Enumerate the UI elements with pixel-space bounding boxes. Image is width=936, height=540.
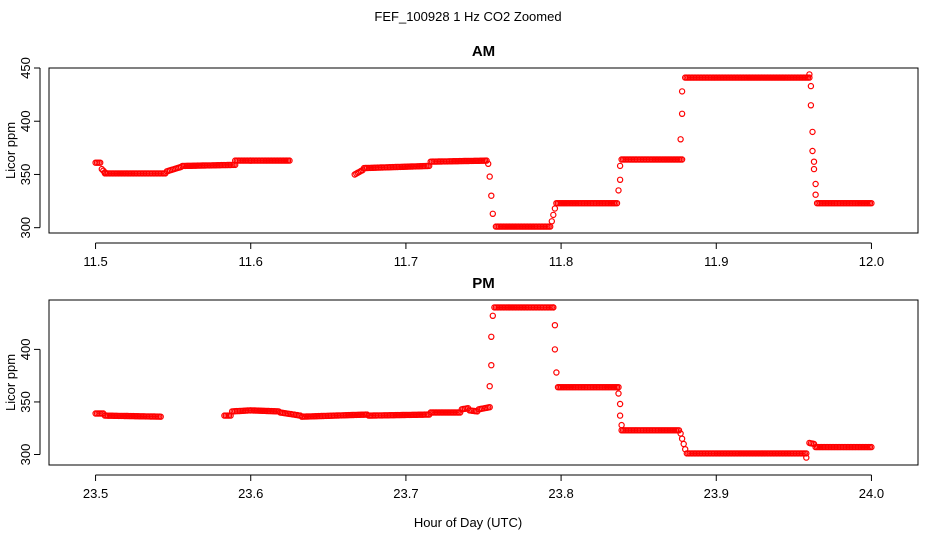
am-data-point	[809, 128, 816, 136]
pm-data-point	[678, 435, 686, 442]
pm-data-point	[616, 412, 624, 419]
am-y-axis-label: Licor ppm	[3, 122, 18, 179]
am-data-series	[92, 71, 875, 230]
am-data-point	[489, 210, 496, 217]
pm-panel-title: PM	[472, 275, 495, 292]
pm-data-point	[550, 304, 557, 311]
am-y-tick-label: 400	[18, 110, 33, 132]
pm-data-point	[551, 322, 559, 329]
pm-data-point	[868, 443, 875, 451]
figure-title: FEF_100928 1 Hz CO2 Zoomed	[374, 9, 562, 24]
pm-data-point	[615, 383, 622, 391]
pm-data-point	[486, 382, 493, 390]
pm-data-point	[682, 445, 689, 453]
am-data-point	[96, 159, 104, 166]
am-data-point	[807, 82, 815, 90]
x-axis-label: Hour of Day (UTC)	[413, 515, 523, 530]
am-data-point	[678, 156, 686, 163]
am-y-tick-label: 350	[18, 164, 33, 186]
am-data-point	[488, 192, 495, 199]
pm-data-point	[680, 440, 687, 448]
pm-data-point	[615, 390, 622, 397]
am-data-point	[810, 165, 818, 173]
am-data-point	[486, 173, 493, 180]
pm-data-series	[92, 304, 875, 461]
pm-data-point	[803, 450, 810, 457]
pm-plot-frame	[48, 299, 919, 466]
am-data-point	[812, 191, 819, 198]
am-panel-title: AM	[472, 43, 495, 60]
am-x-tick-label: 11.7	[394, 254, 418, 269]
pm-x-tick-label: 23.8	[548, 486, 573, 501]
pm-data-point	[803, 454, 810, 461]
pm-y-tick-label: 400	[18, 339, 33, 361]
pm-x-tick-label: 23.7	[393, 486, 418, 501]
pm-data-point	[618, 421, 625, 429]
am-x-tick-label: 12.0	[859, 254, 884, 269]
am-data-point	[613, 199, 621, 207]
am-data-point	[616, 162, 624, 170]
am-data-point	[678, 88, 686, 95]
pm-data-point	[489, 312, 496, 320]
am-data-point	[551, 205, 559, 212]
am-data-point	[807, 102, 815, 109]
am-data-point	[548, 218, 556, 225]
am-data-point	[616, 176, 624, 183]
am-data-point	[809, 147, 816, 155]
pm-data-point	[157, 413, 164, 420]
am-x-tick-label: 11.9	[704, 254, 728, 269]
pm-data-point	[616, 400, 624, 408]
am-x-tick-label: 11.8	[549, 254, 573, 269]
pm-x-tick-label: 24.0	[859, 486, 884, 501]
am-y-tick-label: 450	[18, 57, 33, 79]
am-x-tick-label: 11.6	[239, 254, 263, 269]
am-data-point	[678, 110, 686, 118]
am-data-point	[286, 157, 293, 164]
pm-y-tick-label: 300	[18, 444, 33, 466]
am-y-tick-label: 300	[18, 217, 33, 239]
pm-y-tick-label: 350	[18, 391, 33, 413]
pm-x-tick-label: 23.5	[83, 486, 108, 501]
am-x-tick-label: 11.5	[83, 254, 107, 269]
am-data-point	[868, 199, 875, 207]
am-plot-frame	[48, 67, 919, 234]
am-data-point	[810, 158, 818, 165]
am-data-point	[483, 157, 490, 164]
pm-y-axis-label: Licor ppm	[3, 354, 18, 411]
pm-panel: PM 23.5 23.6 23.7 23.8 23.9 24.0 300 350 400Licor…	[3, 275, 919, 501]
am-data-point	[550, 211, 557, 219]
am-data-point	[485, 160, 492, 168]
pm-x-tick-label: 23.6	[238, 486, 263, 501]
pm-data-point	[675, 427, 683, 434]
pm-data-point	[553, 369, 560, 376]
pm-data-point	[486, 403, 493, 411]
am-panel: AM 11.5 11.6 11.7 11.8 11.9 12.0 300 350 400 450 Li…	[3, 43, 919, 269]
am-data-point	[806, 74, 813, 81]
pm-data-point	[457, 409, 464, 416]
am-data-point	[615, 187, 622, 194]
pm-data-point	[488, 361, 495, 369]
am-data-point	[812, 180, 819, 188]
am-data-point	[677, 136, 684, 143]
am-data-point	[806, 71, 813, 78]
pm-data-point	[488, 333, 495, 341]
pm-data-point	[551, 346, 559, 353]
pm-x-tick-label: 23.9	[704, 486, 729, 501]
